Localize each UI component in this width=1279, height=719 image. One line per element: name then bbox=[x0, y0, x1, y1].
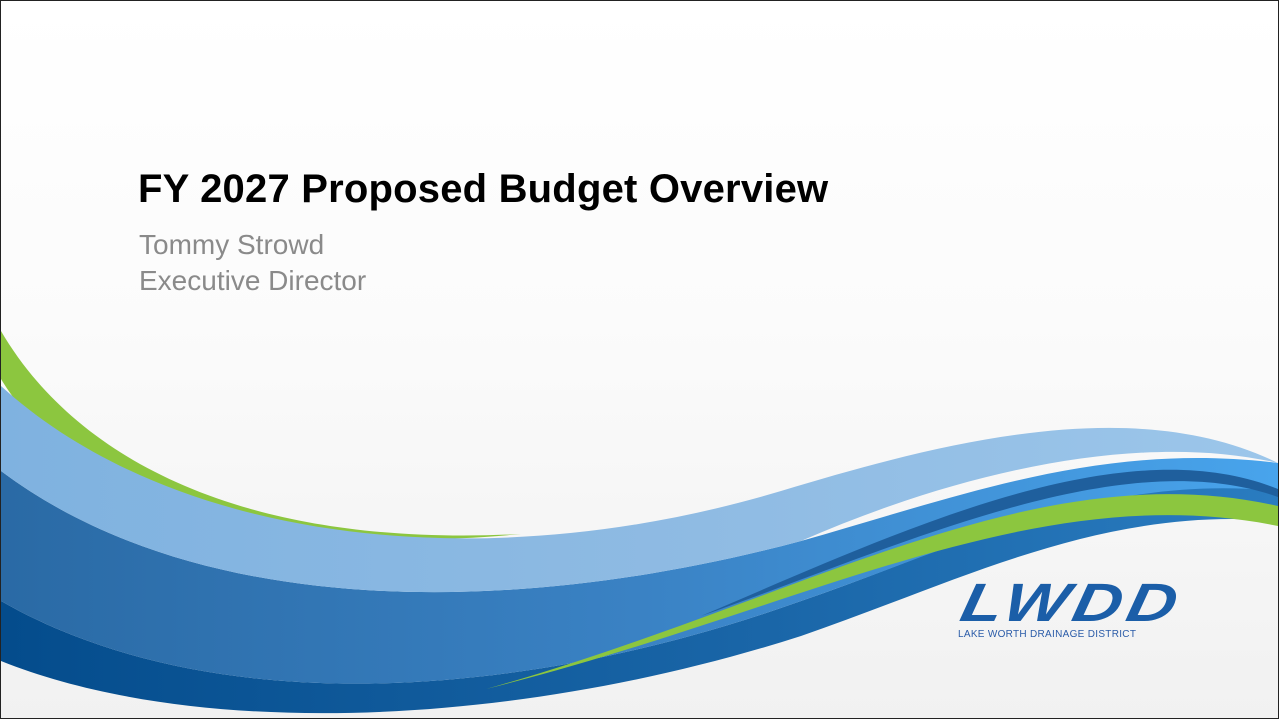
lwdd-logo-mark: LWDD bbox=[957, 579, 1188, 625]
slide-title: FY 2027 Proposed Budget Overview bbox=[138, 167, 829, 211]
lwdd-logo: LWDD LAKE WORTH DRAINAGE DISTRICT bbox=[951, 579, 1201, 643]
presenter-info: Tommy Strowd Executive Director bbox=[139, 227, 366, 299]
presenter-role: Executive Director bbox=[139, 265, 367, 296]
presenter-name: Tommy Strowd bbox=[139, 229, 325, 260]
lwdd-logo-text: LWDD bbox=[957, 579, 1188, 625]
light-blue-wave bbox=[1, 386, 1278, 593]
lwdd-logo-tagline: LAKE WORTH DRAINAGE DISTRICT bbox=[958, 629, 1137, 640]
green-ribbon-right bbox=[486, 494, 1278, 689]
